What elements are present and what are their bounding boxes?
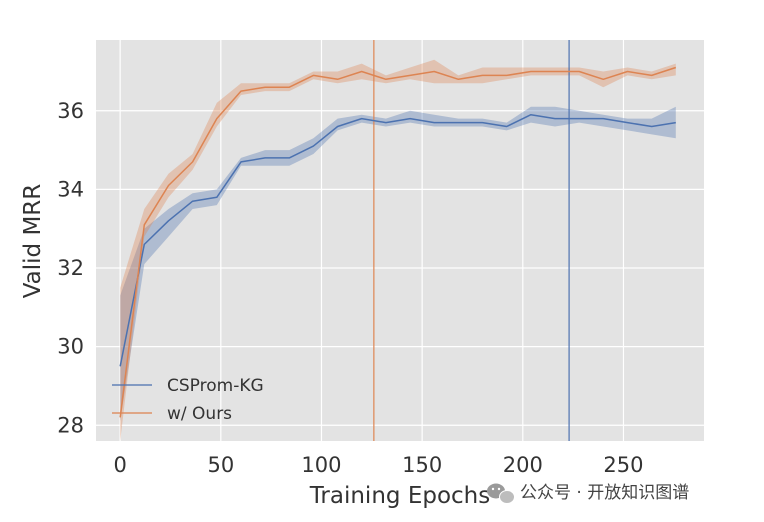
x-tick-label: 150: [402, 453, 442, 477]
grid: [96, 40, 704, 441]
plot-background: [96, 40, 704, 441]
y-tick-label: 36: [57, 99, 84, 123]
x-tick-label: 0: [113, 453, 126, 477]
x-tick-labels: 0 50 100 150 200 250: [113, 453, 643, 477]
legend: CSProm-KG w/ Ours: [112, 376, 264, 424]
x-tick-label: 100: [301, 453, 341, 477]
series-lines: [119, 66, 677, 418]
watermark: 公众号 · 开放知识图谱: [487, 483, 689, 504]
x-tick-label: 50: [207, 453, 234, 477]
vertical-reference-lines: [373, 40, 570, 441]
y-tick-label: 30: [57, 335, 84, 359]
y-tick-labels: 28 30 32 34 36: [57, 99, 84, 438]
legend-label-csprom-kg: CSProm-KG: [167, 376, 264, 396]
y-tick-label: 28: [57, 413, 84, 437]
wechat-icon: [487, 483, 515, 504]
x-axis-label: Training Epochs: [309, 483, 490, 509]
x-tick-label: 200: [503, 453, 543, 477]
x-tick-label: 250: [603, 453, 643, 477]
watermark-text: 公众号 · 开放知识图谱: [520, 483, 689, 503]
line-csprom-kg: [119, 113, 676, 367]
legend-label-w-ours: w/ Ours: [167, 404, 232, 424]
y-tick-label: 32: [57, 256, 84, 280]
y-axis-label: Valid MRR: [20, 184, 46, 299]
line-w-ours: [119, 66, 677, 418]
y-tick-label: 34: [57, 177, 84, 201]
